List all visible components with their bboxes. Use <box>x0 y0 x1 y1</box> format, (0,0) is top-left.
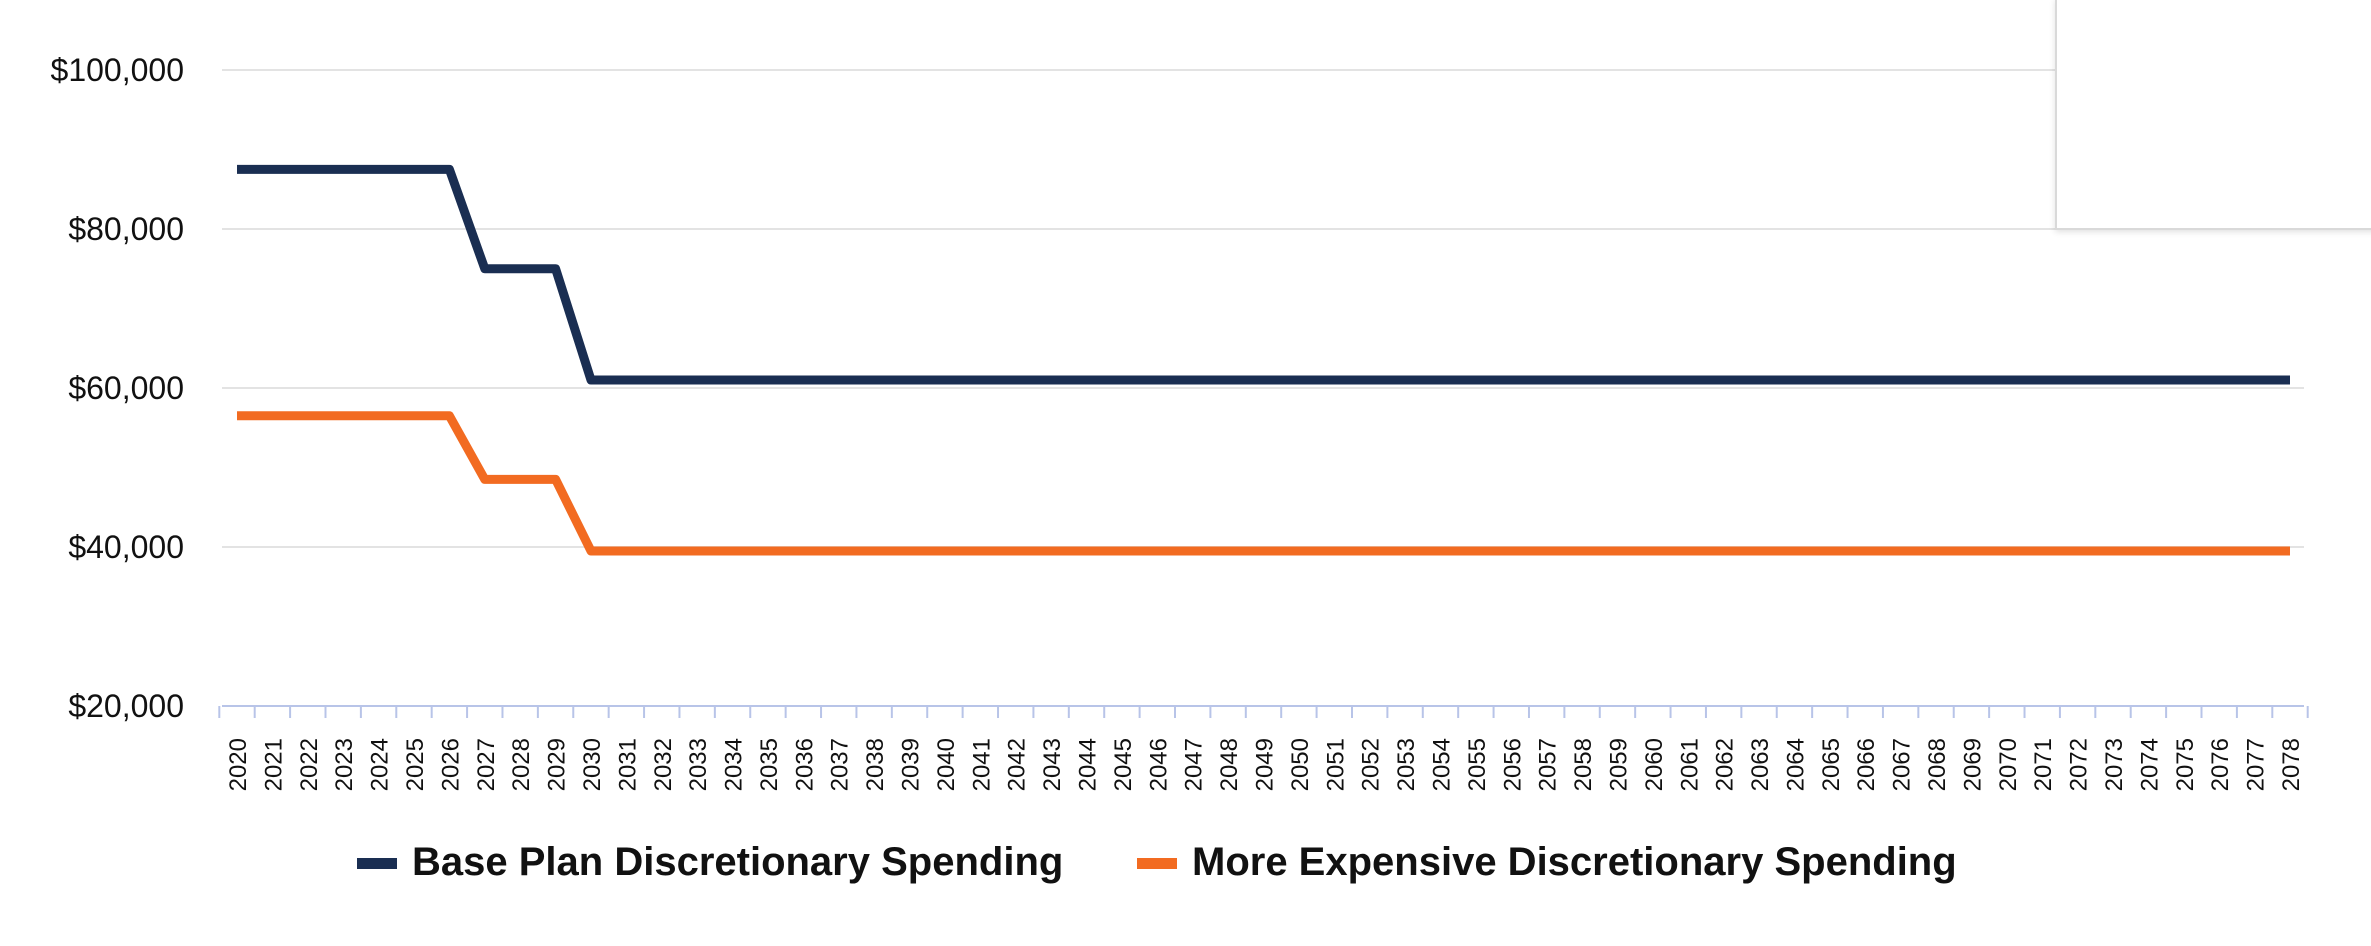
x-tick-label: 2045 <box>1110 738 1137 791</box>
x-tick-label: 2075 <box>2172 738 2199 791</box>
x-tick-label: 2076 <box>2207 738 2234 791</box>
x-tick-label: 2023 <box>331 738 358 791</box>
x-tick-label: 2040 <box>933 738 960 791</box>
x-tick-label: 2022 <box>296 738 323 791</box>
x-tick-label: 2048 <box>1216 738 1243 791</box>
x-tick-label: 2055 <box>1464 738 1491 791</box>
x-tick-label: 2021 <box>260 738 287 791</box>
x-tick-label: 2078 <box>2278 738 2305 791</box>
x-tick-label: 2050 <box>1287 738 1314 791</box>
x-tick-label: 2029 <box>544 738 571 791</box>
y-tick-label: $20,000 <box>68 688 184 724</box>
x-tick-label: 2056 <box>1499 738 1526 791</box>
x-axis: 2020 2021 2022 2023 2024 2025 2026 2027 2028 2029… <box>218 705 2309 791</box>
x-tick-label: 2030 <box>579 738 606 791</box>
x-tick-label: 2031 <box>614 738 641 791</box>
x-tick-label: 2042 <box>1004 738 1031 791</box>
legend: Base Plan Discretionary Spending More Exp… <box>357 840 1957 884</box>
x-tick-label: 2073 <box>2101 738 2128 791</box>
series-line <box>237 164 2290 385</box>
x-tick-label: 2053 <box>1393 738 1420 791</box>
x-tick-label: 2064 <box>1782 738 1809 791</box>
legend-swatch <box>357 858 397 869</box>
y-tick-label: $60,000 <box>68 370 184 406</box>
series-line <box>237 411 2290 556</box>
x-tick-label: 2072 <box>2066 738 2093 791</box>
y-axis: $20,000 $40,000 $60,000 $80,000 $100,000 <box>51 52 184 724</box>
x-tick-label: 2041 <box>968 738 995 791</box>
x-tick-label: 2057 <box>1535 738 1562 791</box>
x-tick-label: 2024 <box>367 738 394 791</box>
x-tick-label: 2067 <box>1889 738 1916 791</box>
x-tick-label: 2066 <box>1853 738 1880 791</box>
x-tick-label: 2070 <box>1995 738 2022 791</box>
x-tick-label: 2062 <box>1712 738 1739 791</box>
x-tick-label: 2065 <box>1818 738 1845 791</box>
x-tick-label: 2054 <box>1428 738 1455 791</box>
x-tick-label: 2039 <box>898 738 925 791</box>
x-tick-label: 2060 <box>1641 738 1668 791</box>
y-tick-label: $80,000 <box>68 211 184 247</box>
x-tick-label: 2047 <box>1181 738 1208 791</box>
y-tick-label: $100,000 <box>51 52 184 88</box>
x-tick-label: 2049 <box>1252 738 1279 791</box>
x-tick-label: 2058 <box>1570 738 1597 791</box>
x-tick-label: 2036 <box>791 738 818 791</box>
x-tick-label: 2035 <box>756 738 783 791</box>
legend-label: More Expensive Discretionary Spending <box>1192 840 1957 884</box>
x-tick-label: 2063 <box>1747 738 1774 791</box>
x-tick-label: 2074 <box>2136 738 2163 791</box>
series-lines <box>237 164 2290 556</box>
y-tick-label: $40,000 <box>68 529 184 565</box>
x-tick-label: 2069 <box>1959 738 1986 791</box>
x-tick-label: 2026 <box>437 738 464 791</box>
x-tick-label: 2044 <box>1075 738 1102 791</box>
legend-swatch <box>1137 858 1177 869</box>
legend-label: Base Plan Discretionary Spending <box>412 840 1063 884</box>
x-tick-label: 2025 <box>402 738 429 791</box>
x-tick-label: 2038 <box>862 738 889 791</box>
x-tick-label: 2061 <box>1676 738 1703 791</box>
x-tick-label: 2068 <box>1924 738 1951 791</box>
empty-overlay-panel <box>2055 0 2371 230</box>
x-tick-label: 2037 <box>827 738 854 791</box>
x-tick-label: 2028 <box>508 738 535 791</box>
x-tick-label: 2034 <box>721 738 748 791</box>
x-tick-label: 2046 <box>1145 738 1172 791</box>
x-tick-label: 2043 <box>1039 738 1066 791</box>
x-tick-label: 2052 <box>1358 738 1385 791</box>
x-tick-label: 2071 <box>2030 738 2057 791</box>
x-tick-label: 2033 <box>685 738 712 791</box>
x-tick-label: 2032 <box>650 738 677 791</box>
x-tick-label: 2020 <box>225 738 252 791</box>
x-tick-label: 2059 <box>1605 738 1632 791</box>
x-tick-label: 2051 <box>1322 738 1349 791</box>
x-tick-label: 2027 <box>473 738 500 791</box>
x-tick-label: 2077 <box>2243 738 2270 791</box>
